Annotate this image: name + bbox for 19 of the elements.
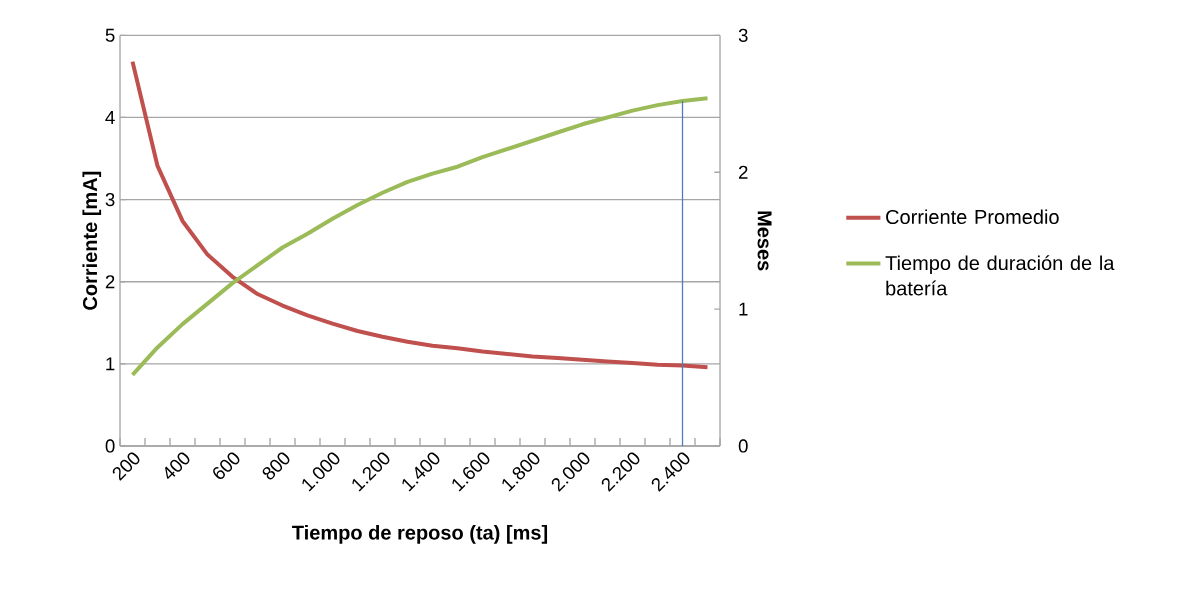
y-tick-label: 5 xyxy=(105,28,115,42)
y-tick-label: 0 xyxy=(105,439,115,453)
y-axis-title: Corriente [mA] xyxy=(82,171,102,310)
y2-tick-label: 0 xyxy=(738,439,748,453)
x-axis-title: Tiempo de reposo (ta) [ms] xyxy=(292,524,548,544)
y2-tick-label: 1 xyxy=(739,302,748,316)
y2-tick-label: 3 xyxy=(738,28,748,42)
x-tick-label: 600 xyxy=(213,452,240,479)
y-tick-label: 4 xyxy=(105,111,115,124)
legend-label: Corriente Promedio xyxy=(886,209,1059,225)
y-tick-label: 3 xyxy=(105,192,115,207)
y-tick-label: 1 xyxy=(106,357,115,371)
y-tick-label: 2 xyxy=(105,275,115,289)
legend-label: Tiempo de duración de la batería xyxy=(885,255,1115,296)
x-tick-label: 200 xyxy=(112,452,140,481)
y2-tick-label: 2 xyxy=(738,165,748,179)
y2-axis-title: Meses xyxy=(757,211,772,271)
x-tick-label: 800 xyxy=(262,452,290,480)
x-tick-label: 400 xyxy=(165,452,190,480)
